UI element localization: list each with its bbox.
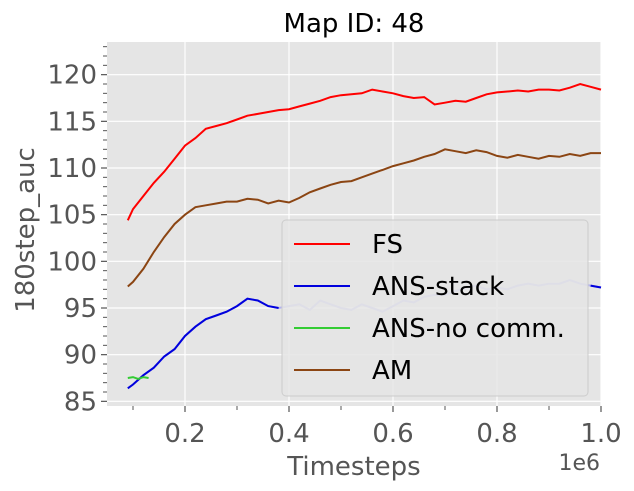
x-tick-label: 0.2: [164, 419, 205, 449]
legend-box: [281, 219, 589, 397]
series-line-am: [127, 148, 601, 288]
x-axis-label: Timesteps: [286, 452, 420, 482]
chart-title: Map ID: 48: [284, 9, 425, 39]
y-tick-label: 100: [47, 247, 97, 277]
series-line-ans-stack-tail: [590, 284, 602, 289]
y-axis-label: 180step_auc: [11, 147, 41, 313]
legend-label-ans-no-comm: ANS-no comm.: [372, 314, 565, 344]
y-axis-ticks: 85 90 95 100 105 110 115 120: [47, 46, 107, 417]
y-tick-label: 115: [47, 107, 97, 137]
series-line-ans-no-comm: [127, 376, 149, 380]
series-line-fs: [126, 82, 602, 221]
y-tick-label: 90: [64, 341, 97, 371]
x-axis-ticks: 0.2 0.4 0.6 0.8 1.0: [132, 406, 622, 449]
legend-label-ans-stack: ANS-stack: [372, 272, 504, 302]
series-line-ans-stack: [127, 297, 279, 390]
legend: FS ANS-stack ANS-no comm. AM: [281, 219, 589, 397]
y-tick-label: 95: [64, 294, 97, 324]
y-tick-label: 105: [47, 201, 97, 231]
x-tick-label: 0.6: [372, 419, 413, 449]
legend-label-am: AM: [372, 356, 412, 386]
y-tick-label: 120: [47, 61, 97, 91]
x-tick-label: 0.8: [476, 419, 517, 449]
x-axis-offset-label: 1e6: [558, 451, 600, 476]
y-tick-label: 110: [47, 154, 97, 184]
y-tick-label: 85: [64, 387, 97, 417]
x-tick-label: 0.4: [268, 419, 309, 449]
x-tick-label: 1.0: [580, 419, 621, 449]
legend-label-fs: FS: [372, 230, 403, 260]
